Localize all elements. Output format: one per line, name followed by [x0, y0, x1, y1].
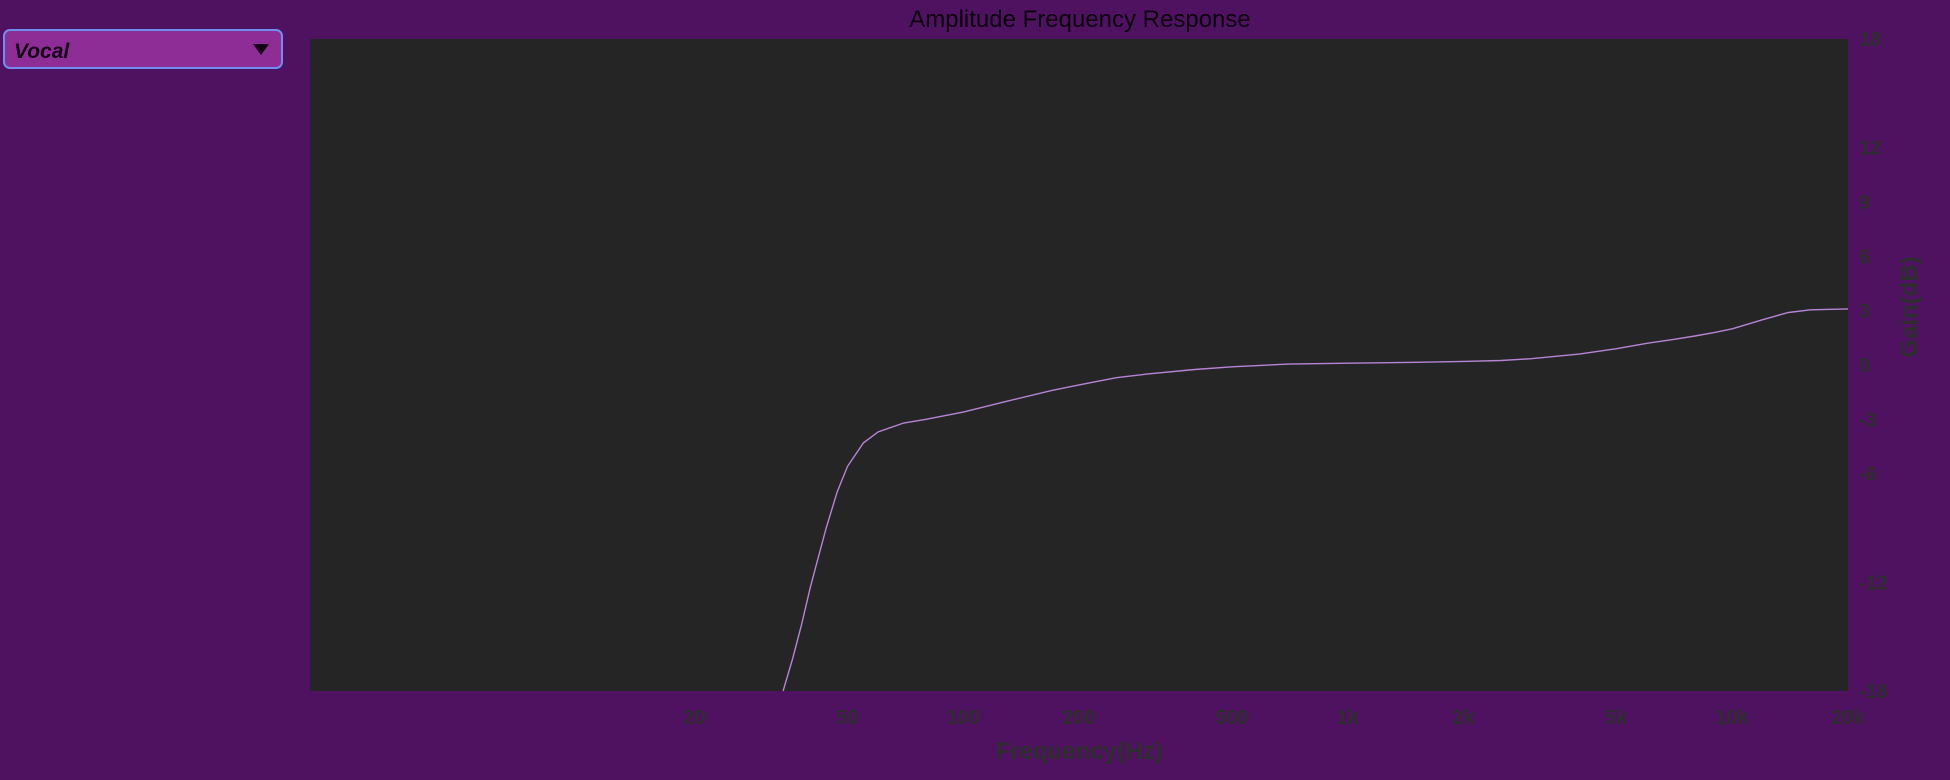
curve-layer: [782, 308, 1849, 692]
x-tick-label: 20: [683, 707, 705, 729]
y-tick-label: 3: [1859, 301, 1870, 323]
y-tick-label: 9: [1859, 192, 1870, 214]
preset-dropdown[interactable]: Vocal: [3, 29, 283, 69]
plot-area: [310, 39, 1848, 691]
x-tick-label: 10k: [1716, 707, 1750, 729]
y-tick-label: 18: [1859, 29, 1881, 51]
y-tick-label: -12: [1859, 572, 1888, 594]
x-tick-label: 2k: [1452, 707, 1475, 729]
y-axis-label: Gain(dB): [1896, 256, 1923, 357]
x-tick-label: 1k: [1337, 707, 1360, 729]
chart-title: Amplitude Frequency Response: [909, 6, 1251, 33]
x-axis-label: Frequency(Hz): [996, 738, 1163, 765]
x-tick-label: 5k: [1605, 707, 1628, 729]
x-tick-label: 50: [836, 707, 858, 729]
x-axis-ticks: 20 50 100 200 500 1k 2k 5k 10k 20k: [683, 707, 1865, 729]
y-tick-label: 6: [1859, 246, 1870, 268]
triangle-down-icon[interactable]: [253, 44, 269, 55]
y-tick-label: 0: [1859, 355, 1870, 377]
x-tick-label: 500: [1215, 707, 1248, 729]
y-tick-label: -3: [1859, 409, 1877, 431]
x-tick-label: 200: [1062, 707, 1095, 729]
y-axis-ticks: 18 12 9 6 3 0 -3 -6 -12 -18: [1859, 29, 1888, 703]
x-tick-label: 20k: [1831, 707, 1865, 729]
response-curve-0: [782, 308, 1849, 692]
y-tick-label: -18: [1859, 681, 1888, 703]
x-tick-label: 100: [947, 707, 980, 729]
y-tick-label: 12: [1859, 138, 1881, 160]
y-tick-label: -6: [1859, 464, 1877, 486]
preset-selected-value: Vocal: [14, 40, 70, 63]
